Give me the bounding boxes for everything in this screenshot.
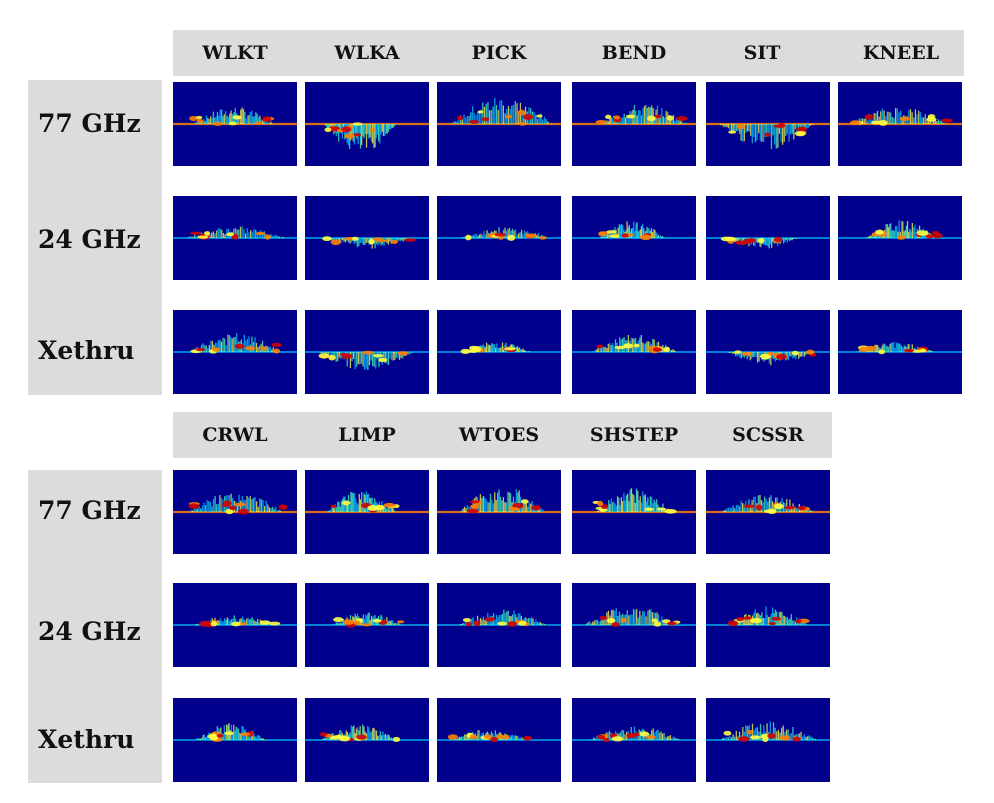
column-label: WLKA	[334, 42, 400, 64]
spectrogram-tile	[173, 196, 297, 280]
spectrogram-tile	[305, 583, 429, 667]
spectrogram-tile	[572, 82, 696, 166]
spectrogram-tile	[572, 196, 696, 280]
spectrogram-tile	[706, 698, 830, 782]
spectrogram-tile	[706, 470, 830, 554]
group2-header-bar	[173, 412, 832, 458]
spectrogram-tile	[173, 82, 297, 166]
spectrogram-tile	[706, 583, 830, 667]
spectrogram-tile	[173, 698, 297, 782]
row-label: 77 GHz	[38, 109, 141, 138]
spectrogram-tile	[305, 698, 429, 782]
row-label: Xethru	[38, 336, 135, 365]
spectrogram-tile	[437, 196, 561, 280]
column-label: LIMP	[338, 424, 396, 446]
spectrogram-tile	[572, 583, 696, 667]
spectrogram-tile	[838, 196, 962, 280]
spectrogram-tile	[437, 82, 561, 166]
spectrogram-tile	[305, 82, 429, 166]
column-label: PICK	[471, 42, 527, 64]
spectrogram-tile	[572, 470, 696, 554]
group1-row-label-panel	[28, 80, 162, 395]
row-label: 24 GHz	[38, 617, 141, 646]
spectrogram-tile	[305, 310, 429, 394]
column-label: WLKT	[202, 42, 268, 64]
spectrogram-tile	[706, 82, 830, 166]
spectrogram-tile	[437, 310, 561, 394]
row-label: 77 GHz	[38, 496, 141, 525]
column-label: SHSTEP	[589, 424, 679, 446]
column-label: KNEEL	[862, 42, 940, 64]
spectrogram-tile	[305, 196, 429, 280]
group1-header-bar	[173, 30, 964, 76]
spectrogram-tile	[572, 310, 696, 394]
column-label: WTOES	[458, 424, 540, 446]
row-label: 24 GHz	[38, 225, 141, 254]
spectrogram-tile	[572, 698, 696, 782]
spectrogram-tile	[706, 196, 830, 280]
row-label: Xethru	[38, 725, 135, 754]
spectrogram-tile	[838, 310, 962, 394]
spectrogram-tile	[305, 470, 429, 554]
spectrogram-tile	[706, 310, 830, 394]
spectrogram-tile	[437, 583, 561, 667]
spectrogram-tile	[173, 583, 297, 667]
spectrogram-tile	[838, 82, 962, 166]
column-label: BEND	[601, 42, 667, 64]
column-label: SIT	[743, 42, 781, 64]
spectrogram-tile	[437, 698, 561, 782]
group2-row-label-panel	[28, 470, 162, 783]
spectrogram-tile	[173, 310, 297, 394]
column-label: SCSSR	[732, 424, 804, 446]
spectrogram-tile	[173, 470, 297, 554]
column-label: CRWL	[202, 424, 268, 446]
spectrogram-tile	[437, 470, 561, 554]
